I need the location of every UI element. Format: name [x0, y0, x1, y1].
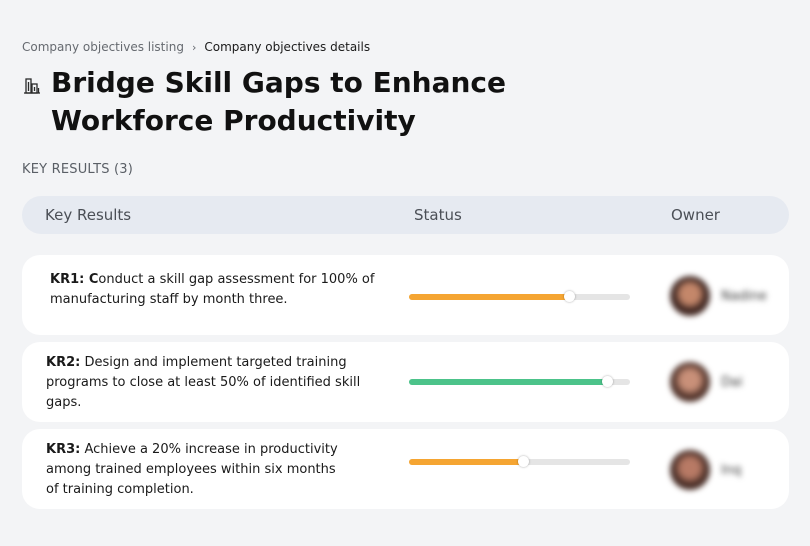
key-result-code: KR1: C [50, 272, 99, 287]
owner-name: Inq [721, 463, 742, 478]
avatar [670, 362, 710, 402]
owner-name: Dai [721, 375, 743, 390]
breadcrumb-link-objectives-listing[interactable]: Company objectives listing [22, 40, 184, 54]
progress-slider-handle[interactable] [517, 456, 529, 467]
key-results-count-label: KEY RESULTS (3) [22, 162, 134, 177]
column-header-status: Status [414, 206, 462, 224]
progress-fill [409, 379, 608, 385]
column-header-owner: Owner [671, 206, 720, 224]
key-result-description: KR3: Achieve a 20% increase in productiv… [46, 440, 346, 500]
breadcrumb-current: Company objectives details [204, 40, 371, 54]
key-result-code: KR3: [46, 442, 81, 457]
progress-slider-handle[interactable] [601, 376, 613, 387]
key-result-description: KR2: Design and implement targeted train… [46, 353, 366, 413]
avatar [670, 276, 710, 316]
avatar [670, 450, 710, 490]
key-result-code: KR2: [46, 355, 81, 370]
progress-slider-handle[interactable] [564, 291, 576, 302]
key-result-row[interactable]: KR3: Achieve a 20% increase in productiv… [22, 429, 789, 509]
key-result-description: KR1: Conduct a skill gap assessment for … [50, 270, 390, 310]
breadcrumb: Company objectives listing › Company obj… [22, 40, 370, 54]
column-header-key-results: Key Results [45, 206, 132, 224]
progress-track [409, 376, 630, 387]
page-title: Bridge Skill Gaps to Enhance Workforce P… [51, 66, 507, 137]
progress-track [409, 291, 630, 302]
key-result-row[interactable]: KR1: Conduct a skill gap assessment for … [22, 255, 789, 335]
key-result-text: onduct a skill gap assessment for 100% o… [50, 272, 375, 307]
key-result-text: Design and implement targeted training p… [46, 355, 361, 410]
table-header: Key Results Status Owner [22, 196, 789, 234]
building-icon [22, 76, 42, 96]
chevron-right-icon: › [191, 40, 197, 54]
progress-fill [409, 294, 571, 300]
key-result-text: Achieve a 20% increase in productivity a… [46, 442, 338, 497]
progress-fill [409, 459, 524, 465]
progress-track [409, 456, 630, 467]
key-result-row[interactable]: KR2: Design and implement targeted train… [22, 342, 789, 422]
owner-name: Nadine [721, 289, 767, 304]
